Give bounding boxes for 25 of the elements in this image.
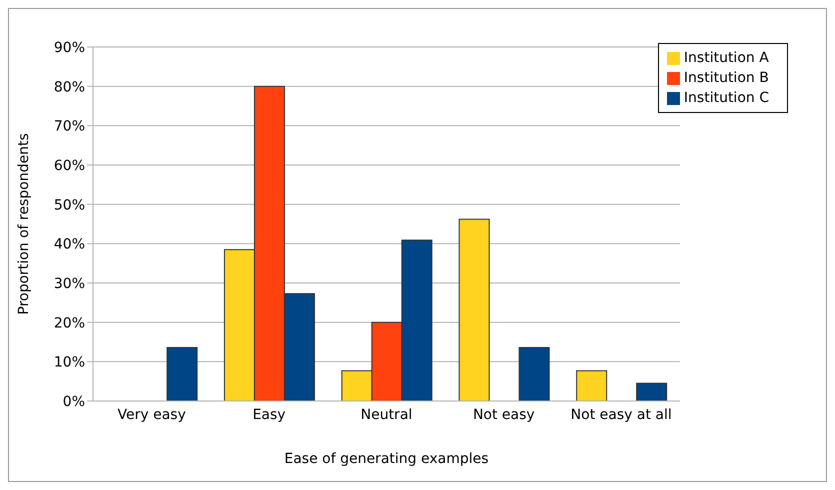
y-tick-label: 90%: [54, 40, 85, 56]
y-tick-label: 40%: [54, 236, 85, 253]
bar: [166, 347, 198, 401]
y-tick-label: 20%: [54, 315, 85, 332]
x-tick-label: Very easy: [118, 406, 186, 423]
bar: [636, 382, 668, 401]
y-tick-label: 60%: [54, 158, 85, 174]
x-tick-label: Not easy: [472, 406, 535, 423]
x-tick-label: Easy: [252, 406, 286, 423]
y-tick-label: 30%: [54, 276, 85, 292]
legend-label: Institution C: [684, 90, 769, 106]
x-tick-label: Neutral: [360, 406, 412, 423]
y-tick-label: 50%: [54, 197, 85, 214]
y-tick-label: 80%: [54, 79, 85, 96]
bar: [576, 370, 608, 401]
y-tick-label: 0%: [62, 394, 85, 410]
bar: [458, 218, 490, 401]
x-tick-label: Not easy at all: [570, 406, 672, 423]
bar: [518, 347, 550, 401]
legend-label: Institution A: [684, 50, 769, 66]
y-tick-label: 10%: [54, 354, 85, 371]
x-axis-title: Ease of generating examples: [284, 451, 489, 467]
legend-label: Institution B: [684, 70, 769, 86]
y-axis-title: Proportion of respondents: [16, 133, 32, 315]
y-tick-label: 70%: [54, 118, 85, 135]
